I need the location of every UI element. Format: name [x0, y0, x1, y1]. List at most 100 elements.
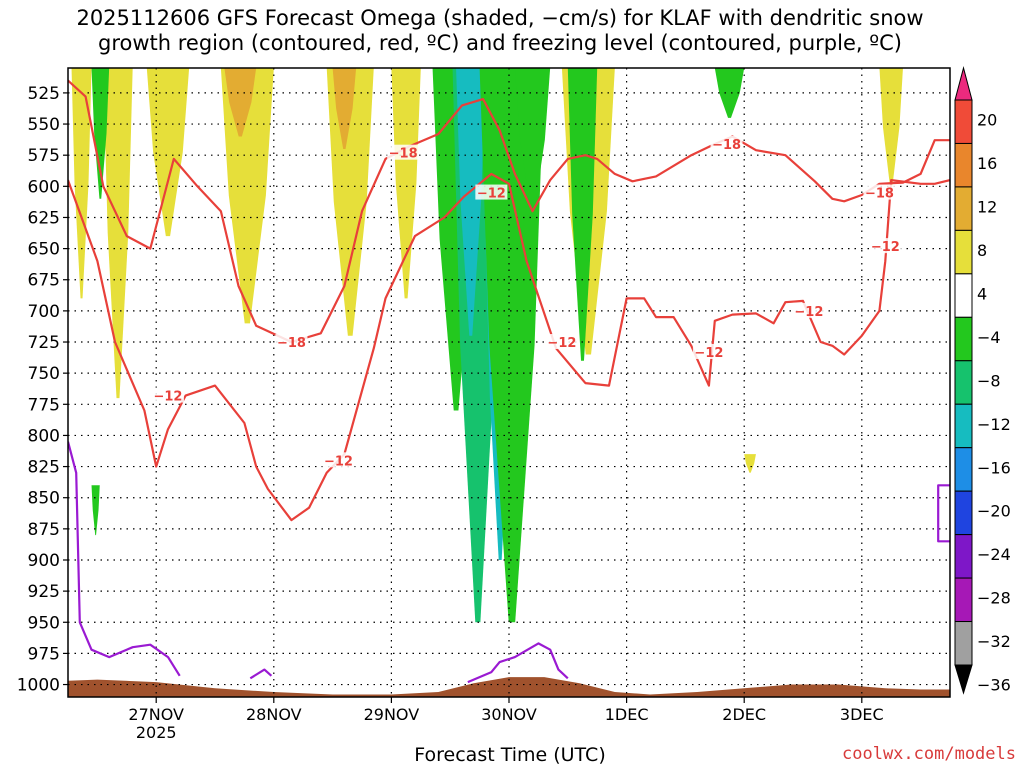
contour-line-freezing [249, 668, 273, 680]
contour-line-minus18 [68, 79, 950, 344]
y-tick-label: 625 [28, 208, 60, 228]
contour-line-freezing [68, 441, 181, 677]
colorbar-label: 8 [977, 241, 987, 260]
contour-line-minus12 [68, 172, 950, 522]
x-tick-label: 29NOV [364, 705, 420, 724]
colorbar-label: −12 [977, 415, 1011, 434]
omega-region-20 [91, 485, 100, 536]
title-line-1: 2025112606 GFS Forecast Omega (shaded, −… [76, 6, 924, 30]
colorbar-box [954, 229, 973, 275]
omega-region-6 [332, 68, 357, 149]
x-tick-label: 2DEC [722, 705, 766, 724]
contour-label-bg [387, 144, 420, 160]
contour-label-bg [863, 184, 896, 200]
colorbar-box [954, 142, 973, 188]
contour-label-bg [151, 387, 184, 403]
colorbar-label: −8 [977, 371, 1001, 390]
contour-label-bg [792, 302, 825, 318]
y-tick-label: 925 [28, 582, 60, 602]
y-tick-label: 675 [28, 271, 60, 291]
contour-label: −18 [712, 138, 741, 153]
colorbar-label: −4 [977, 328, 1001, 347]
y-tick-label: 825 [28, 458, 60, 478]
colorbar-box [954, 577, 973, 623]
omega-region-0 [71, 68, 92, 299]
contour-label: −18 [389, 147, 418, 162]
omega-region-2 [146, 68, 190, 237]
contour-label-bg [692, 343, 725, 359]
y-axis-ticks: 525 550 575 600 625 650 675 700 725 750 775 800 825 8… [17, 84, 68, 696]
title-line-2: growth region (contoured, red, ºC) and f… [98, 31, 902, 55]
chart-title: 2025112606 GFS Forecast Omega (shaded, −… [0, 6, 1000, 56]
colorbar-box [954, 316, 973, 362]
contour-label: −18 [865, 187, 894, 202]
colorbar-box [954, 621, 973, 666]
omega-region-16 [567, 68, 598, 361]
contour-label: −18 [277, 336, 306, 351]
colorbar-label: −20 [977, 502, 1011, 521]
omega-region-7 [391, 68, 421, 299]
y-tick-label: 800 [28, 426, 60, 446]
contour-label-bg [869, 238, 902, 254]
y-tick-label: 650 [28, 240, 60, 260]
contour-line-freezing [467, 642, 569, 684]
x-tick-label: 1DEC [605, 705, 649, 724]
omega-region-14 [514, 68, 551, 212]
colorbar-top-arrow [954, 66, 973, 101]
contour-label-bg [322, 452, 355, 468]
contour-layer [68, 79, 950, 684]
y-tick-label: 725 [28, 333, 60, 353]
omega-region-8 [91, 68, 110, 199]
omega-region-11 [456, 68, 486, 336]
x-axis-ticks: 27NOV 28NOV 29NOV 30NOV 1DEC 2DEC 3DEC 2025 [128, 697, 884, 742]
contour-line-freezing [937, 484, 950, 543]
colorbar-box [954, 403, 973, 449]
contour-label: −12 [871, 240, 900, 255]
omega-region-3 [220, 68, 274, 324]
contour-label-bg [545, 334, 578, 350]
omega-region-5 [326, 68, 374, 336]
y-tick-label: 975 [28, 644, 60, 664]
x-tick-label: 28NOV [246, 705, 302, 724]
y-tick-label: 550 [28, 115, 60, 135]
colorbar-label: −24 [977, 545, 1011, 564]
colorbar-box [954, 447, 973, 492]
y-tick-label: 750 [28, 364, 60, 384]
colorbar: 20 16 12 8 4 −4 −8 −12 −16 −20 −24 −28 −32 −36 [954, 66, 1011, 695]
y-tick-label: 1000 [17, 676, 60, 696]
colorbar-box [954, 186, 973, 231]
contour-label: −12 [324, 454, 353, 469]
y-tick-label: 575 [28, 146, 60, 166]
colorbar-label: 4 [977, 284, 987, 303]
omega-regions [71, 68, 903, 623]
colorbar-label: −28 [977, 589, 1011, 608]
y-tick-label: 775 [28, 395, 60, 415]
omega-region-19 [879, 68, 903, 187]
contour-label-bg [710, 135, 743, 151]
omega-region-18 [744, 454, 756, 473]
y-tick-label: 700 [28, 302, 60, 322]
contour-label: −12 [153, 390, 182, 405]
y-tick-label: 950 [28, 613, 60, 633]
credit-link[interactable]: coolwx.com/models [842, 744, 1016, 764]
omega-region-13 [479, 68, 545, 623]
y-tick-label: 875 [28, 520, 60, 540]
x-tick-label: 30NOV [481, 705, 537, 724]
colorbar-bottom-arrow [954, 664, 973, 695]
terrain-area [68, 677, 950, 697]
contour-label: −12 [477, 187, 506, 202]
colorbar-label: −36 [977, 676, 1011, 695]
omega-region-4 [224, 68, 257, 137]
contour-label-layer: −18 −18 −18 −18 −12 −12 −12 −12 −12 −12 −12 [151, 135, 902, 469]
colorbar-label: −16 [977, 458, 1011, 477]
y-tick-label: 525 [28, 84, 60, 104]
y-tick-label: 900 [28, 551, 60, 571]
colorbar-label: 16 [977, 154, 997, 173]
colorbar-box [954, 534, 973, 579]
colorbar-box [954, 360, 973, 405]
terrain-layer [68, 677, 950, 697]
x-year-label: 2025 [136, 723, 177, 742]
colorbar-box [954, 273, 973, 318]
x-tick-label: 3DEC [840, 705, 884, 724]
